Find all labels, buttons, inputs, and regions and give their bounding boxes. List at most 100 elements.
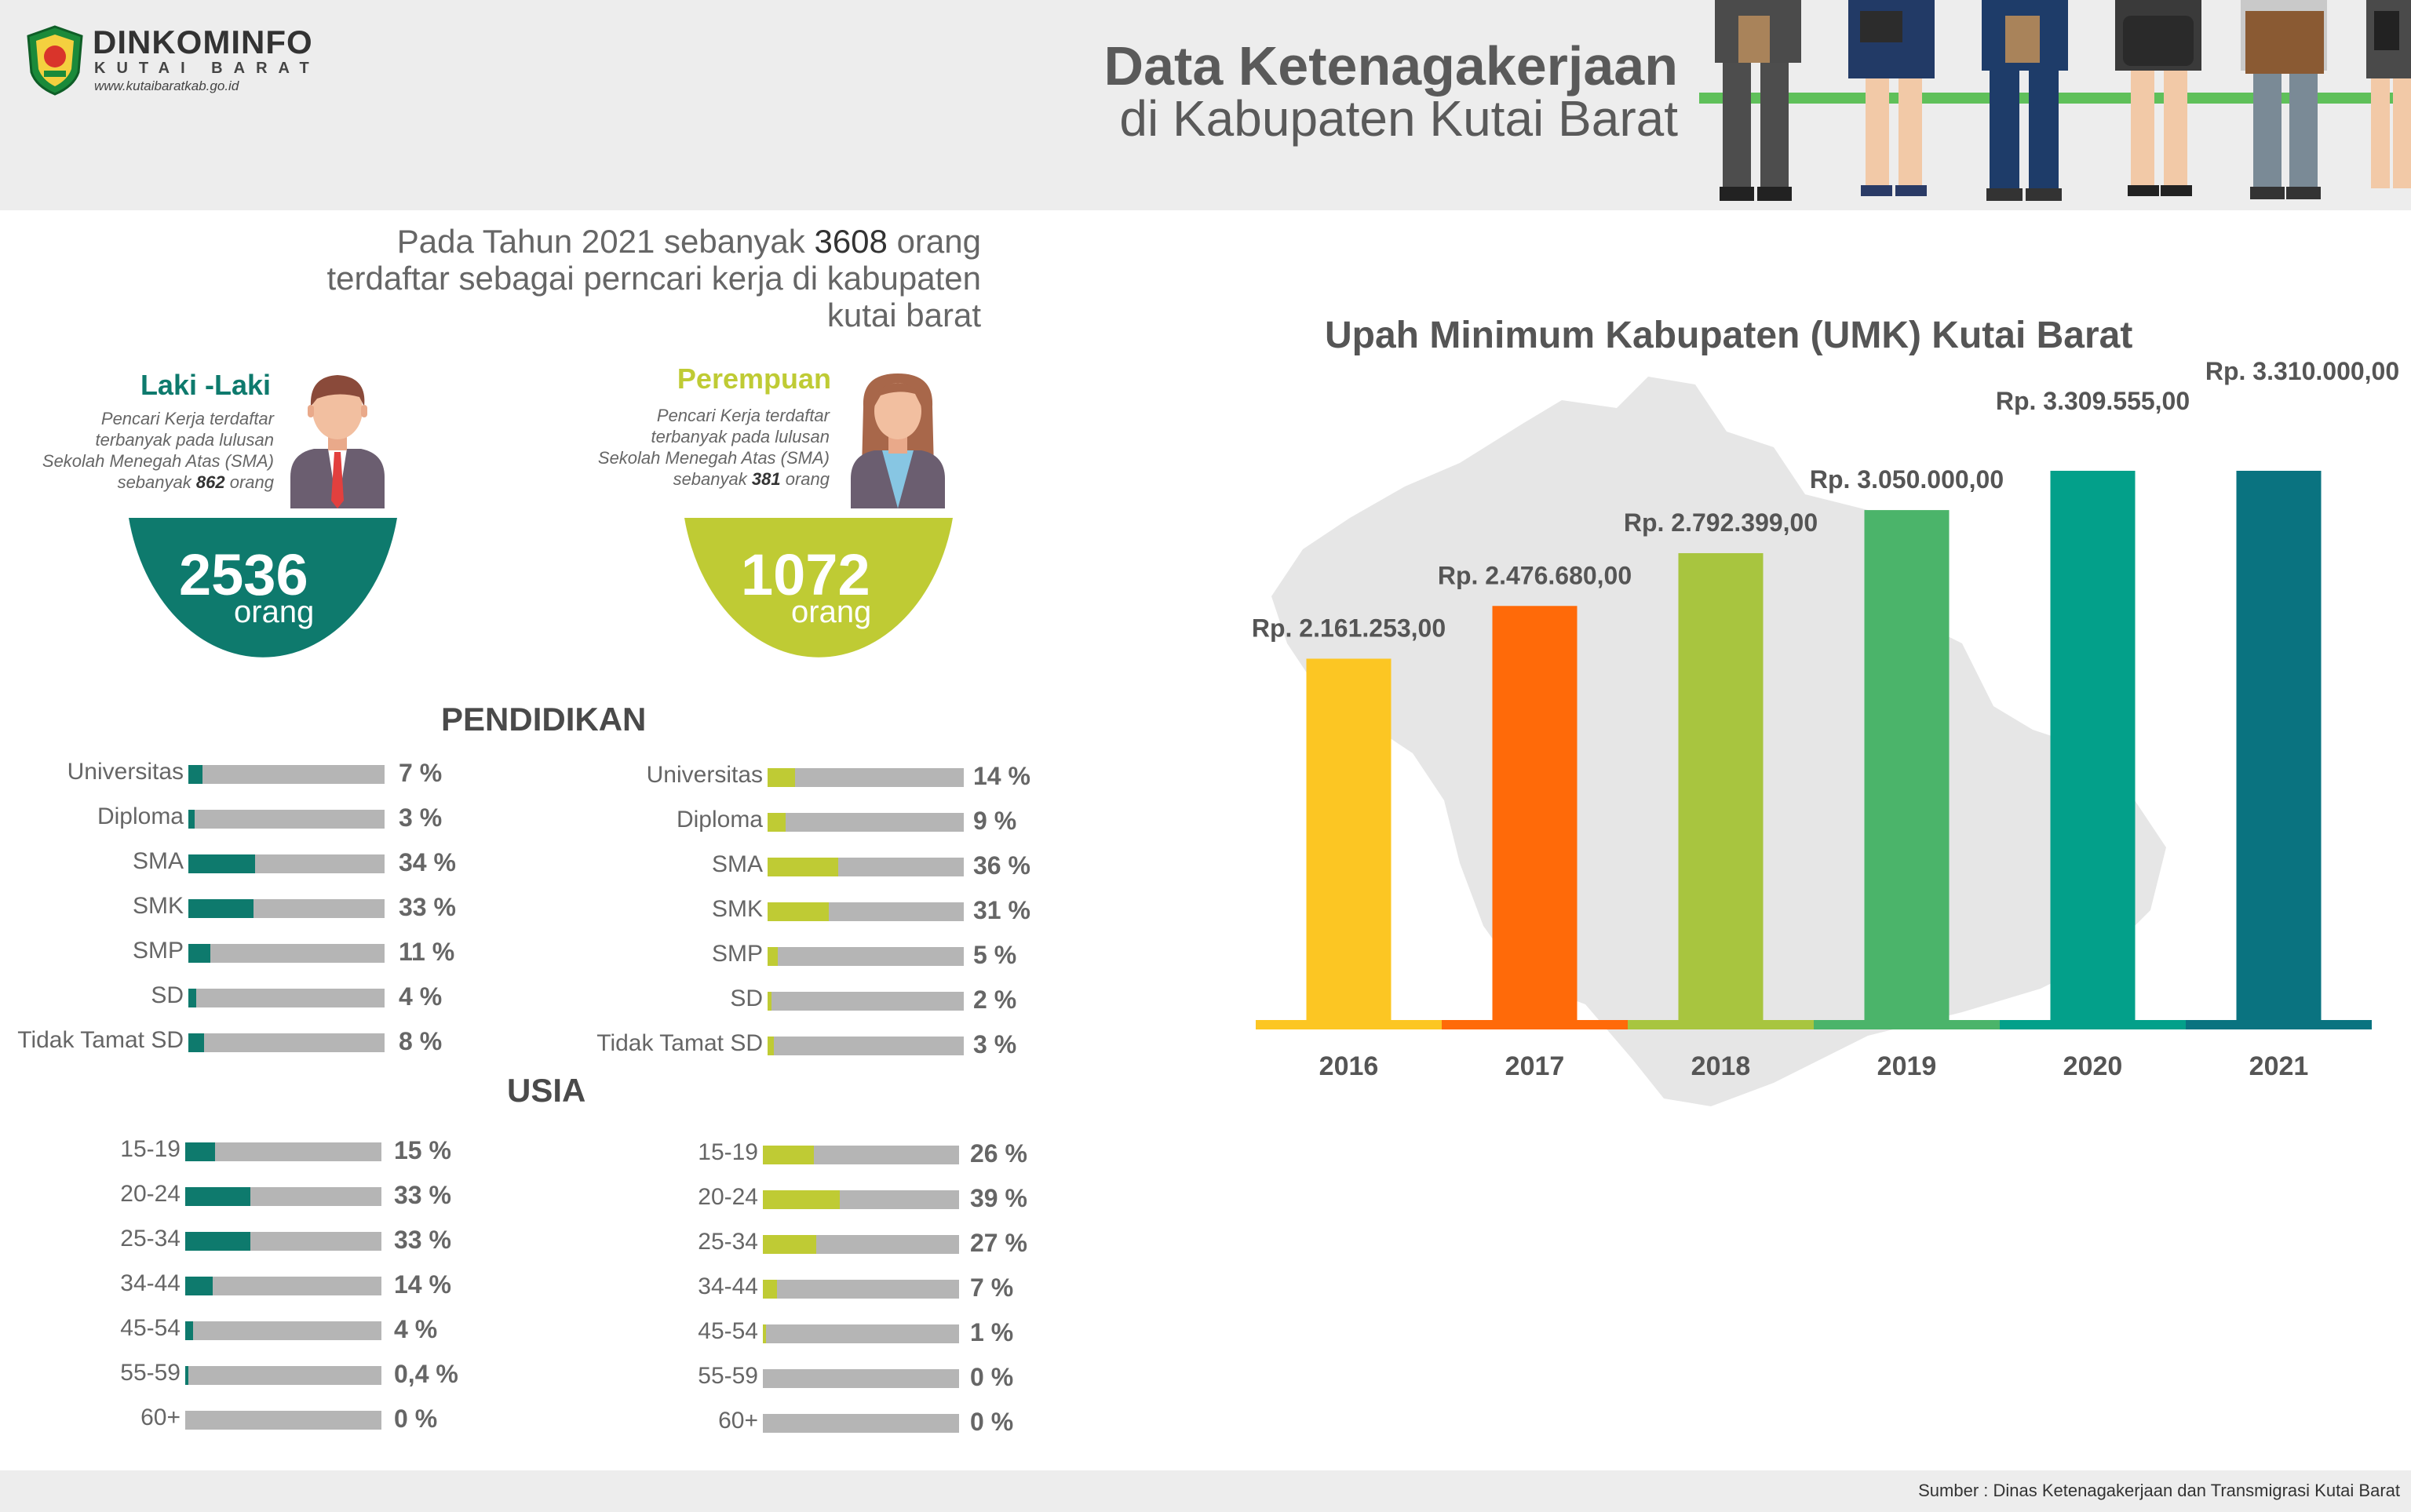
age-female-track: [763, 1280, 959, 1299]
edu-male-label: Universitas: [67, 759, 184, 785]
female-desc-suffix: orang: [785, 469, 830, 489]
male-count: 2536: [179, 542, 308, 607]
edu-female-track: [768, 858, 964, 876]
male-desc-line: sebanyak 862 orang: [0, 472, 274, 493]
edu-female-label: SMK: [711, 896, 763, 922]
age-female-label: 15-19: [698, 1139, 758, 1165]
edu-female-fill: [768, 902, 829, 921]
male-desc-line: Sekolah Menegah Atas (SMA): [42, 451, 274, 471]
edu-male-track: [188, 1033, 385, 1052]
bar-2019: [1864, 510, 1950, 1020]
edu-female-label: Tidak Tamat SD: [596, 1030, 763, 1056]
male-desc-suffix: orang: [229, 472, 274, 492]
edu-female-label: Diploma: [676, 807, 763, 833]
age-male-percent: 15 %: [394, 1136, 451, 1164]
edu-male-label: SD: [151, 982, 184, 1008]
seated-person-5: [2241, 0, 2327, 199]
baseline-segment: [1256, 1020, 1442, 1029]
age-male-label: 15-19: [120, 1136, 181, 1162]
age-male-percent: 4 %: [394, 1315, 438, 1343]
female-count-shape: [684, 518, 953, 658]
bar-2016: [1306, 658, 1392, 1020]
edu-male-percent: 34 %: [399, 848, 456, 876]
edu-male-label: SMK: [132, 893, 184, 919]
job-seekers-illustration: [1699, 0, 2411, 201]
baseline-segment: [1442, 1020, 1628, 1029]
age-male-track: [185, 1277, 381, 1295]
age-male-fill: [185, 1232, 250, 1251]
footer-bar: [0, 1470, 2411, 1512]
umk-bar-chart: Rp. 2.161.253,00 2016 Rp. 2.476.680,00 2017…: [1252, 361, 2399, 1106]
age-female-fill: [763, 1280, 777, 1299]
woman-avatar-icon: [851, 373, 945, 508]
edu-female-fill: [768, 1037, 774, 1055]
edu-male-fill: [188, 899, 254, 918]
age-female-track: [763, 1414, 959, 1433]
male-desc-line: Pencari Kerja terdaftar: [100, 409, 274, 428]
age-male-track: [185, 1187, 381, 1206]
bar-value-label: Rp. 2.476.680,00: [1438, 561, 1632, 589]
age-female-percent: 0 %: [970, 1363, 1014, 1391]
age-female-label: 20-24: [698, 1184, 758, 1210]
age-female-label: 60+: [718, 1408, 758, 1434]
edu-female-percent: 2 %: [973, 986, 1017, 1014]
logo-subtitle: KUTAI BARAT: [94, 60, 320, 77]
age-male-fill: [185, 1277, 213, 1295]
edu-female-track: [768, 1037, 964, 1055]
age-female-percent: 26 %: [970, 1139, 1027, 1168]
bar-2021: [2236, 471, 2322, 1020]
age-female-track: [763, 1324, 959, 1343]
age-male-track: [185, 1232, 381, 1251]
page-subtitle: di Kabupaten Kutai Barat: [1119, 90, 1678, 147]
male-count-unit: orang: [234, 595, 315, 629]
chart-bars-group: Rp. 2.161.253,00 2016 Rp. 2.476.680,00 2017…: [1252, 361, 2399, 1081]
age-female-label: 55-59: [698, 1363, 758, 1389]
edu-male-percent: 33 %: [399, 893, 456, 921]
x-tick-label: 2021: [2249, 1051, 2309, 1081]
female-desc-line: Sekolah Menegah Atas (SMA): [597, 448, 830, 468]
male-desc-prefix: sebanyak: [117, 472, 191, 492]
age-female-percent: 39 %: [970, 1184, 1027, 1212]
edu-male-track: [188, 899, 385, 918]
age-heading: USIA: [507, 1072, 586, 1109]
x-tick-label: 2019: [1877, 1051, 1937, 1081]
male-count-shape: [129, 518, 397, 658]
baseline-segment: [1628, 1020, 1814, 1029]
female-description: Pencari Kerja terdaftar terbanyak pada l…: [531, 405, 830, 490]
bar-2020: [2050, 471, 2136, 1020]
chart-title: Upah Minimum Kabupaten (UMK) Kutai Barat: [1325, 315, 2133, 356]
x-tick-label: 2020: [2063, 1051, 2123, 1081]
age-female-track: [763, 1190, 959, 1209]
age-female-percent: 0 %: [970, 1408, 1014, 1436]
age-female-fill: [763, 1146, 814, 1164]
edu-female-label: Universitas: [646, 762, 763, 788]
age-female-fill: [763, 1190, 840, 1209]
kutai-barat-emblem-icon: [27, 25, 83, 96]
baseline-segment: [2186, 1020, 2372, 1029]
age-male-label: 20-24: [120, 1181, 181, 1207]
age-male-track: [185, 1321, 381, 1340]
bar-value-label: Rp. 3.310.000,00: [2205, 361, 2399, 385]
edu-female-percent: 3 %: [973, 1030, 1017, 1058]
age-male-fill: [185, 1321, 193, 1340]
edu-male-percent: 4 %: [399, 982, 443, 1011]
x-tick-label: 2017: [1505, 1051, 1565, 1081]
seated-person-3: [1982, 0, 2068, 201]
man-avatar-icon: [290, 375, 385, 508]
female-desc-prefix: sebanyak: [673, 469, 747, 489]
age-female-label: 25-34: [698, 1229, 758, 1255]
age-female-label: 45-54: [698, 1318, 758, 1344]
edu-female-percent: 9 %: [973, 807, 1017, 835]
edu-male-track: [188, 989, 385, 1007]
edu-male-track: [188, 854, 385, 873]
logo-name: DINKOMINFO: [93, 24, 313, 60]
edu-male-percent: 11 %: [399, 938, 455, 966]
age-female-percent: 27 %: [970, 1229, 1027, 1257]
age-male-fill: [185, 1187, 250, 1206]
age-male-track: [185, 1411, 381, 1430]
age-male-percent: 33 %: [394, 1181, 451, 1209]
logo-url: www.kutaibaratkab.go.id: [94, 78, 239, 93]
edu-male-fill: [188, 854, 255, 873]
seated-person-4: [2115, 0, 2201, 196]
summary-text: Pada Tahun 2021 sebanyak 3608 orang terd…: [290, 223, 981, 333]
